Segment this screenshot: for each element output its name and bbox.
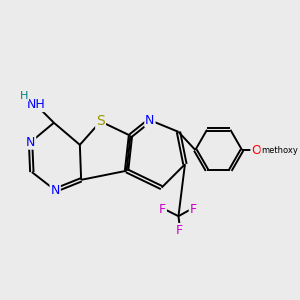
Text: O: O — [251, 143, 261, 157]
Text: F: F — [190, 203, 197, 216]
Text: N: N — [26, 136, 35, 149]
Text: F: F — [159, 203, 166, 216]
Text: N: N — [145, 114, 154, 127]
Text: methoxy: methoxy — [261, 146, 298, 154]
Text: NH: NH — [26, 98, 45, 111]
Text: F: F — [176, 224, 183, 237]
Text: N: N — [50, 184, 60, 197]
Text: S: S — [96, 115, 105, 128]
Text: H: H — [20, 91, 28, 100]
